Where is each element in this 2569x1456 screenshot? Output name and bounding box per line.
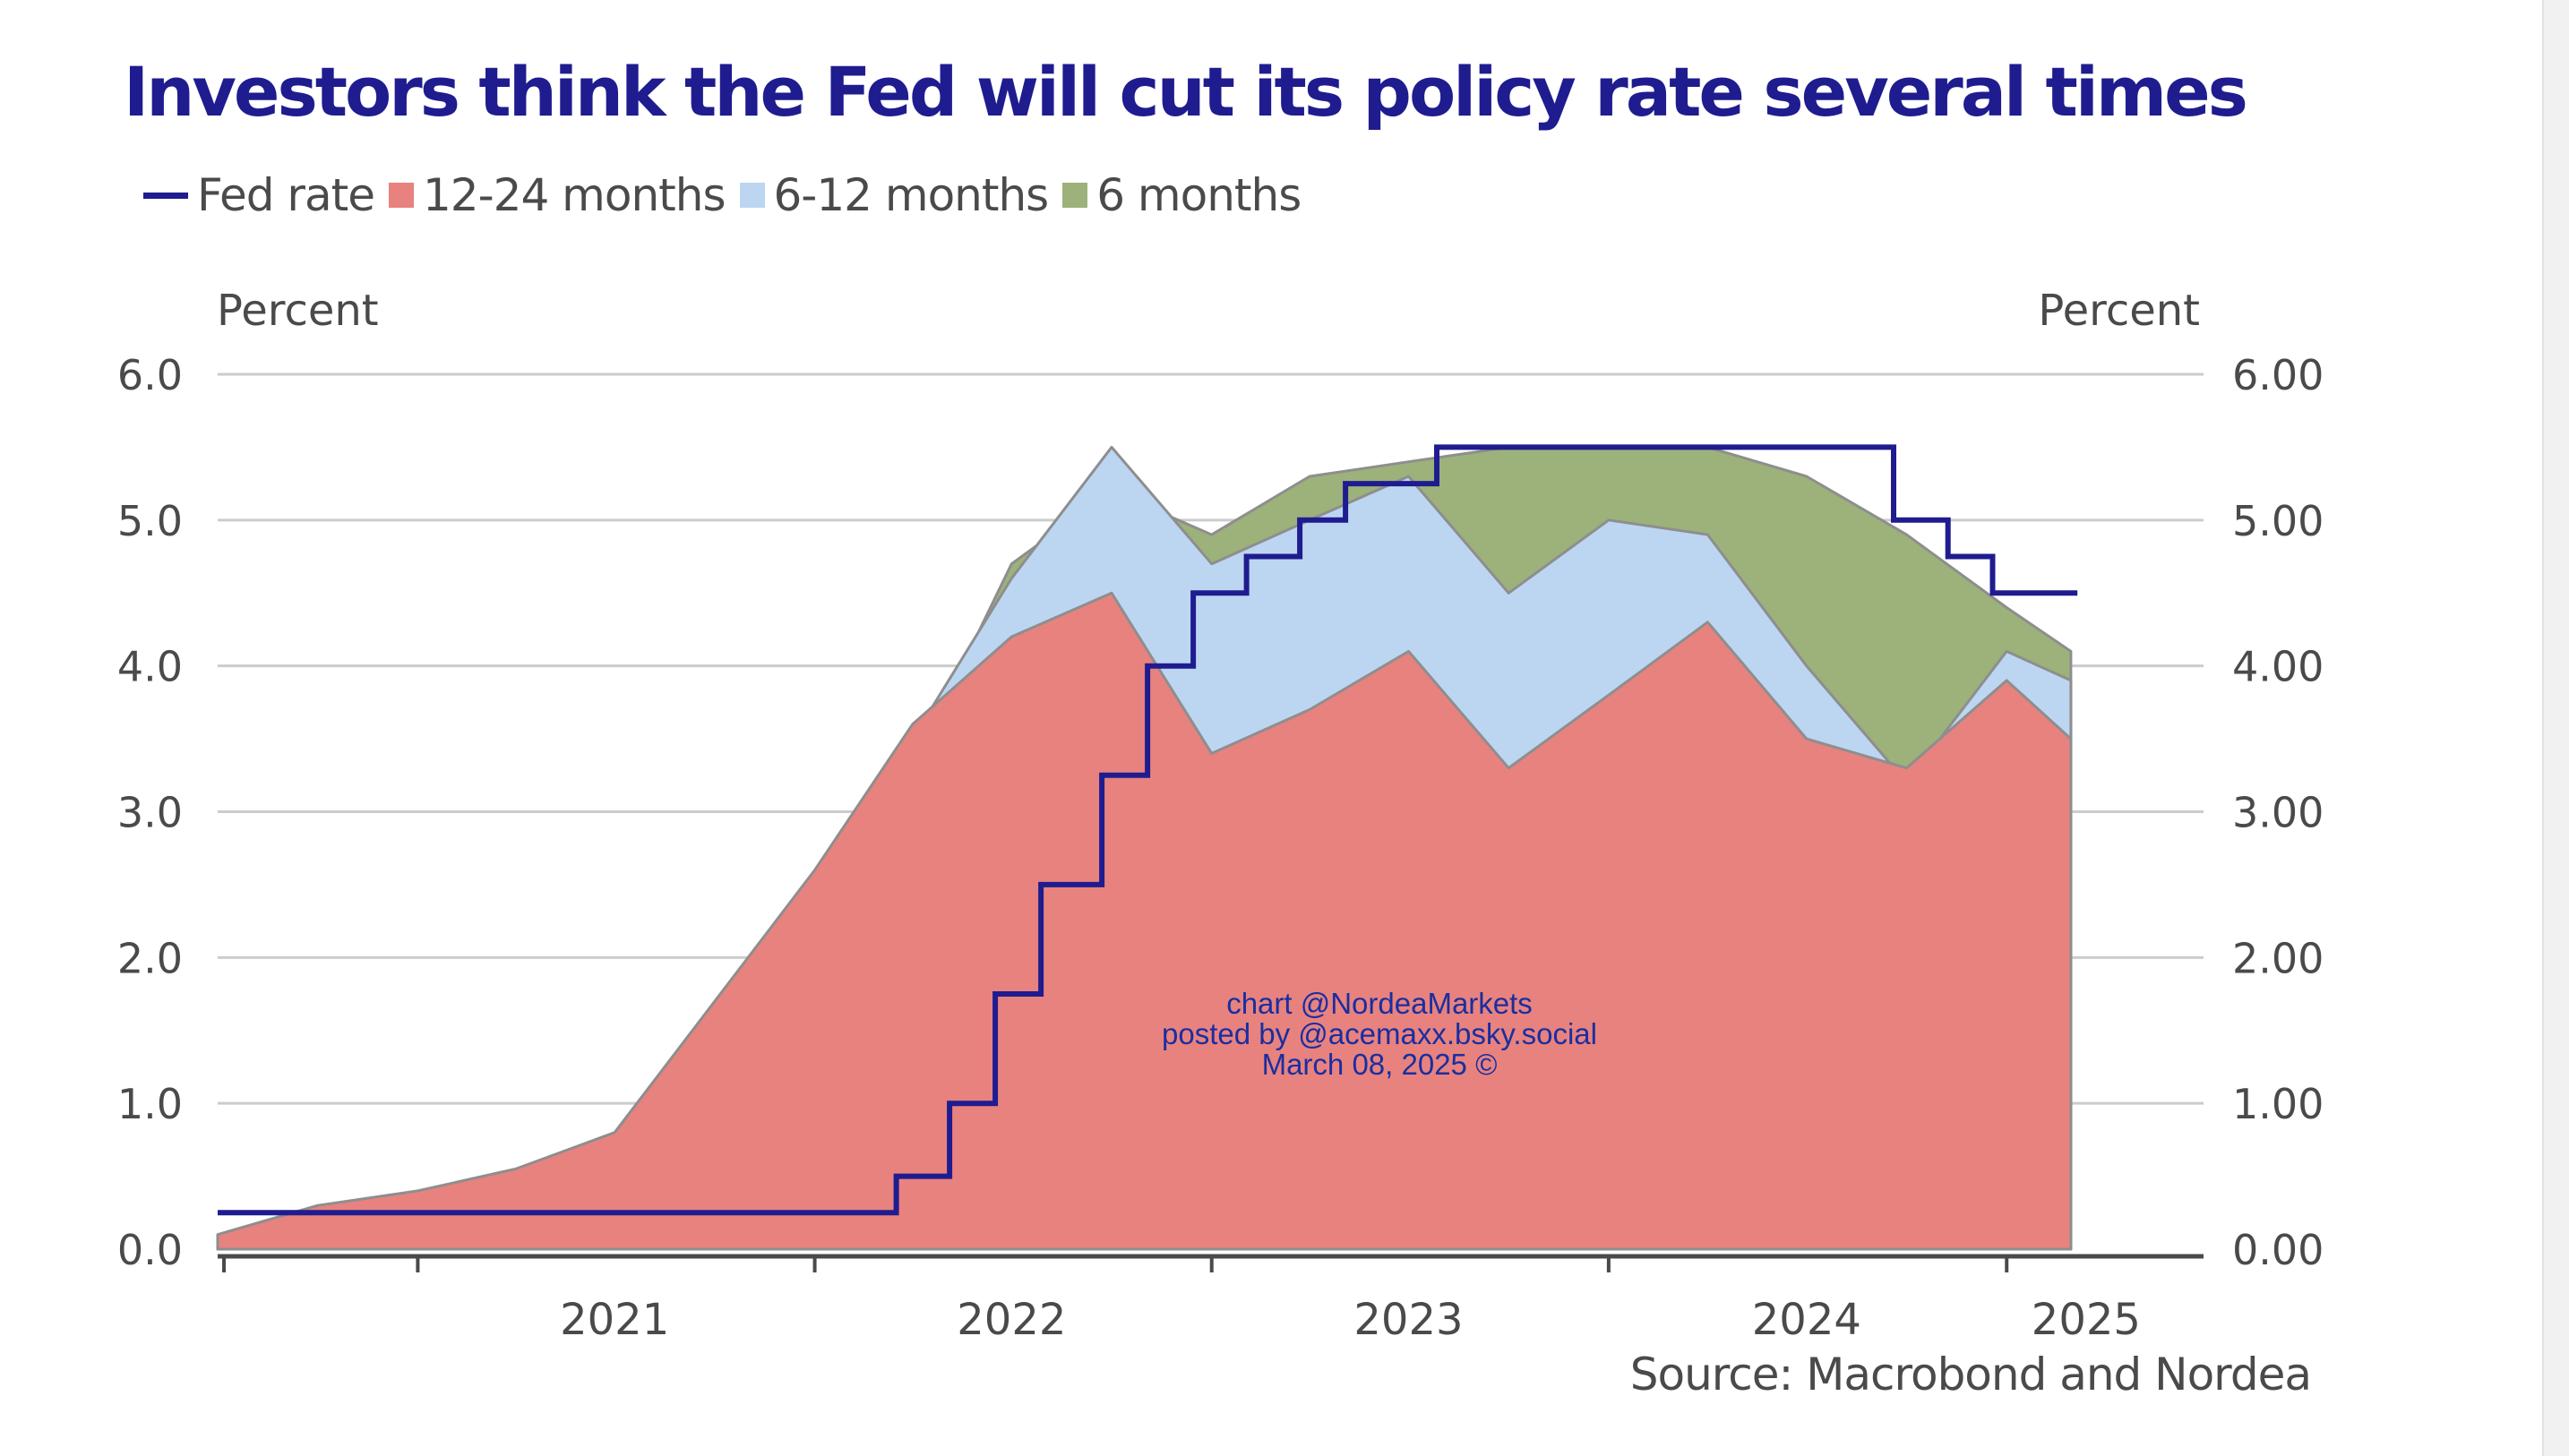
y-tick-label-left: 5.0 xyxy=(117,497,183,545)
legend-item-6-12-months: 6-12 months xyxy=(739,169,1050,221)
y-tick-label-right: 4.00 xyxy=(2232,643,2324,691)
legend-item-fed-rate: Fed rate xyxy=(143,169,375,221)
y-tick-label-right: 2.00 xyxy=(2232,934,2324,982)
area-12-24-months xyxy=(216,591,2073,1251)
axes: 2021 2022 2023 2024 2025 xyxy=(218,1254,2204,1345)
legend-label-12-24-months: 12-24 months xyxy=(422,169,726,221)
chart-legend: Fed rate 12-24 months 6-12 months 6 mont… xyxy=(143,167,1315,224)
watermark-line-1: chart @NordeaMarkets xyxy=(1226,987,1533,1020)
y-tick-label-left: 3.0 xyxy=(117,789,183,837)
y-tick-label-right: 1.00 xyxy=(2232,1080,2324,1128)
x-tick-label: 2023 xyxy=(1353,1295,1463,1345)
fed-rate-line xyxy=(218,444,2078,1216)
y-tick-label-left: 4.0 xyxy=(117,643,183,691)
y-tick-label-left: 1.0 xyxy=(117,1080,183,1128)
y-tick-label-right: 5.00 xyxy=(2232,497,2324,545)
x-tick-label: 2022 xyxy=(957,1295,1066,1345)
y-tick-label-right: 6.00 xyxy=(2232,351,2324,399)
x-tick-label: 2024 xyxy=(1752,1295,1861,1345)
y-axis-label-left: Percent xyxy=(217,286,379,336)
watermark: chart @NordeaMarkets posted by @acemaxx.… xyxy=(1003,989,1756,1080)
watermark-line-2: posted by @acemaxx.bsky.social xyxy=(1162,1017,1597,1050)
y-tick-label-right: 0.00 xyxy=(2232,1226,2324,1274)
legend-label-6-12-months: 6-12 months xyxy=(773,169,1050,221)
y-tick-label-left: 0.0 xyxy=(117,1226,183,1274)
source-note: Source: Macrobond and Nordea xyxy=(1629,1349,2312,1400)
page-edge-strip xyxy=(2542,0,2569,1456)
legend-label-fed-rate: Fed rate xyxy=(197,169,375,221)
fed-rate-line-layer xyxy=(218,444,2078,1216)
y-tick-label-right: 3.00 xyxy=(2232,789,2324,837)
y-axis-label-right: Percent xyxy=(2038,286,2200,336)
legend-label-6-months: 6 months xyxy=(1096,169,1302,221)
watermark-line-3: March 08, 2025 © xyxy=(1261,1048,1498,1081)
legend-item-12-24-months: 12-24 months xyxy=(388,169,726,221)
series-areas xyxy=(216,445,2073,1251)
y-tick-label-left: 6.0 xyxy=(117,351,183,399)
x-tick-label: 2025 xyxy=(2032,1295,2141,1345)
legend-swatch-6-12-months xyxy=(739,183,765,208)
x-tick-label: 2021 xyxy=(560,1295,669,1345)
legend-swatch-6-months xyxy=(1062,183,1088,208)
legend-swatch-12-24-months xyxy=(388,183,414,208)
legend-item-6-months: 6 months xyxy=(1062,169,1302,221)
y-tick-label-left: 2.0 xyxy=(117,934,183,982)
chart-title: Investors think the Fed will cut its pol… xyxy=(124,52,2248,132)
legend-swatch-fed-rate xyxy=(143,192,188,199)
